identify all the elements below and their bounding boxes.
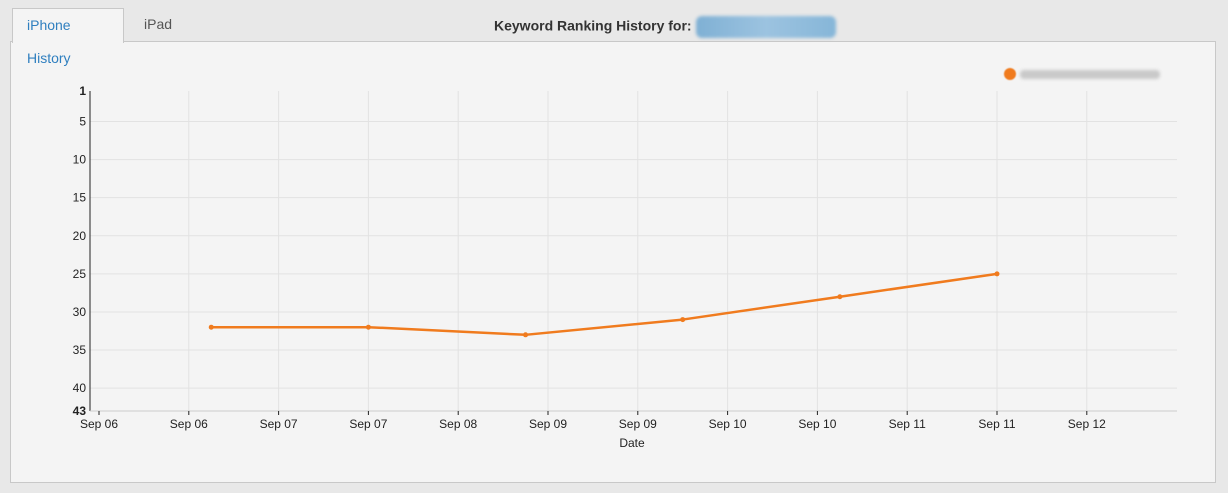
chart-heading: Keyword Ranking History for: [494, 16, 836, 38]
chart-axes [89, 91, 1177, 412]
x-axis-label: Date [619, 436, 645, 450]
x-tick-label: Sep 09 [619, 417, 657, 431]
x-tick-label: Sep 09 [529, 417, 567, 431]
y-tick-label: 35 [73, 343, 87, 357]
x-tick-label: Sep 06 [170, 417, 208, 431]
redacted-keyword [695, 16, 836, 38]
heading-label: Keyword Ranking History for: [494, 17, 692, 34]
x-tick-label: Sep 06 [80, 417, 118, 431]
legend-swatch [1004, 68, 1016, 80]
y-tick-label: 25 [73, 267, 87, 281]
x-tick-label: Sep 07 [349, 417, 387, 431]
series-line [211, 272, 998, 337]
y-tick-label: 40 [73, 381, 87, 395]
y-tick-label: 30 [73, 305, 87, 319]
data-point[interactable] [365, 324, 371, 330]
y-tick-label: 20 [73, 229, 87, 243]
legend-redacted-label [1020, 69, 1160, 79]
data-point[interactable] [208, 324, 214, 330]
chart-grid [90, 91, 1177, 411]
data-point[interactable] [994, 271, 1000, 277]
chart-panel [10, 41, 1216, 483]
data-point[interactable] [837, 294, 843, 300]
x-tick-label: Sep 12 [1068, 417, 1106, 431]
x-tick-label: Sep 07 [260, 417, 298, 431]
tab-iphone-history[interactable]: iPhone History [12, 8, 124, 66]
x-tick-label: Sep 11 [978, 417, 1015, 431]
x-axis-ticks: Sep 06 Sep 06 Sep 07 Sep 07 Sep 08 Sep 09 Sep … [80, 411, 1106, 431]
y-tick-label: 1 [79, 84, 86, 98]
x-tick-label: Sep 11 [889, 417, 926, 431]
y-tick-label: 15 [73, 191, 87, 205]
chart-legend[interactable] [1004, 68, 1160, 80]
chart-series [208, 271, 1000, 338]
data-point[interactable] [680, 317, 686, 323]
x-tick-label: Sep 10 [709, 417, 747, 431]
y-tick-label: 5 [79, 114, 86, 128]
x-tick-label: Sep 10 [798, 417, 836, 431]
y-tick-label: 43 [73, 404, 87, 418]
data-point[interactable] [523, 332, 529, 338]
y-tick-label: 10 [73, 153, 87, 167]
x-tick-label: Sep 08 [439, 417, 477, 431]
